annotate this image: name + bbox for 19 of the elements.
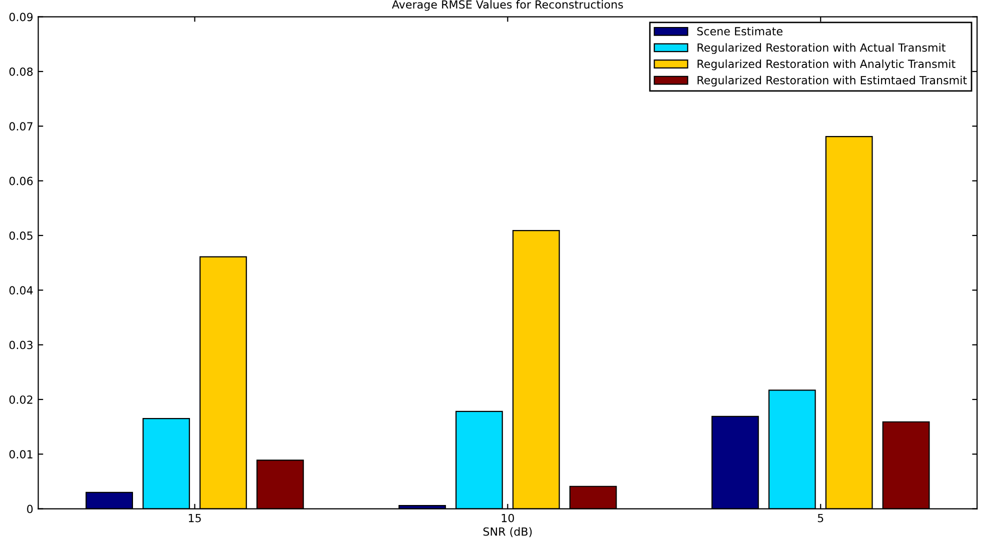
y-tick-label: 0.08 <box>9 67 33 76</box>
legend-label: Regularized Restoration with Actual Transmit <box>698 43 946 54</box>
y-tick-label: 0.02 <box>9 395 32 404</box>
y-tick-label: 0.09 <box>9 12 33 22</box>
y-tick-label: 0.01 <box>9 450 32 459</box>
y-tick-label: 0.05 <box>9 231 32 240</box>
legend-label: Regularized Restoration with Estimtaed Transmit <box>698 76 967 87</box>
x-tick-label: 10 <box>502 514 514 522</box>
legend-label: Scene Estimate <box>697 26 782 36</box>
x-tick-label: 5 <box>818 514 824 522</box>
x-tick-label: 15 <box>188 514 201 522</box>
y-tick-label: 0.07 <box>9 122 32 131</box>
chart-title: Average RMSE Values for Reconstructions <box>392 0 623 11</box>
y-tick-label: 0.03 <box>9 340 33 350</box>
y-tick-label: 0.06 <box>9 176 33 186</box>
y-tick-label: 0 <box>27 504 33 514</box>
legend-label: Regularized Restoration with Analytic Transmit <box>698 59 956 70</box>
x-axis-title: SNR (dB) <box>483 527 532 538</box>
y-tick-label: 0.04 <box>9 286 33 295</box>
